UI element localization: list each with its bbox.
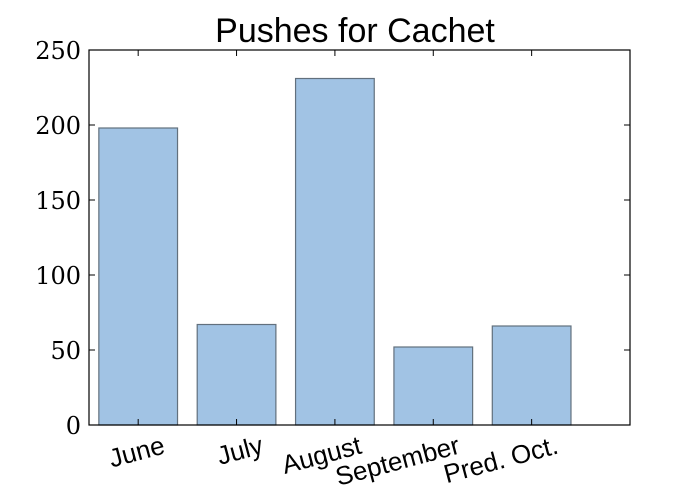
- x-tick-label: July: [214, 430, 266, 471]
- x-tick-label: Pred. Oct.: [440, 430, 561, 489]
- y-axis-tick-labels: 0 50 100 150 200 250: [35, 37, 81, 440]
- bar-august: [294, 77, 375, 426]
- bars-layer: [98, 77, 572, 426]
- bar-september: [393, 346, 474, 426]
- y-tick-label: 50: [50, 337, 81, 365]
- y-tick-label: 100: [35, 262, 81, 290]
- y-tick-label: 250: [35, 37, 81, 65]
- bar-pred-oct: [491, 325, 572, 426]
- x-tick-label: June: [106, 430, 168, 474]
- y-tick-label: 0: [66, 412, 81, 440]
- bar-june: [98, 127, 179, 426]
- chart-title: Pushes for Cachet: [215, 12, 495, 50]
- ticks-layer: [89, 49, 630, 426]
- bar-july: [196, 323, 277, 426]
- y-tick-label: 150: [35, 187, 81, 215]
- y-tick-label: 200: [35, 112, 81, 140]
- plot-frame: [88, 49, 631, 426]
